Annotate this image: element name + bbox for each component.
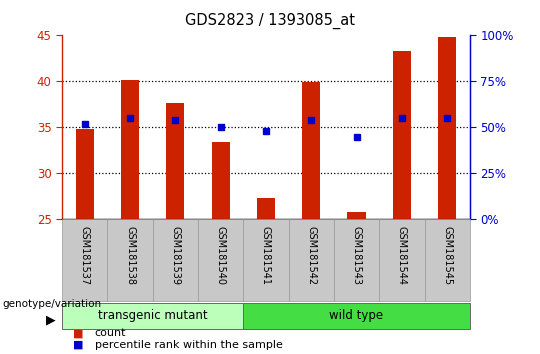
- Text: ■: ■: [73, 340, 83, 350]
- Bar: [438, 37, 456, 219]
- Text: GSM181543: GSM181543: [352, 226, 362, 285]
- Text: GSM181541: GSM181541: [261, 226, 271, 285]
- Bar: [302, 82, 320, 219]
- Text: ■: ■: [73, 329, 83, 338]
- Text: GSM181537: GSM181537: [80, 226, 90, 285]
- Text: transgenic mutant: transgenic mutant: [98, 309, 207, 322]
- Text: GSM181544: GSM181544: [397, 226, 407, 285]
- Bar: [62, 303, 244, 329]
- Bar: [62, 219, 107, 301]
- Text: GSM181538: GSM181538: [125, 226, 135, 285]
- Bar: [393, 51, 411, 219]
- Text: GSM181539: GSM181539: [170, 226, 180, 285]
- Bar: [76, 129, 94, 219]
- Bar: [121, 80, 139, 219]
- Bar: [244, 303, 470, 329]
- Text: GSM181545: GSM181545: [442, 226, 452, 285]
- Text: GDS2823 / 1393085_at: GDS2823 / 1393085_at: [185, 12, 355, 29]
- Text: GSM181542: GSM181542: [306, 226, 316, 285]
- Text: ▶: ▶: [46, 314, 56, 327]
- Text: GSM181540: GSM181540: [215, 226, 226, 285]
- Text: count: count: [94, 329, 126, 338]
- Text: genotype/variation: genotype/variation: [3, 298, 102, 309]
- Bar: [244, 219, 288, 301]
- Bar: [212, 142, 230, 219]
- Bar: [379, 219, 424, 301]
- Bar: [257, 198, 275, 219]
- Bar: [348, 212, 366, 219]
- Bar: [288, 219, 334, 301]
- Bar: [166, 103, 185, 219]
- Bar: [153, 219, 198, 301]
- Bar: [198, 219, 244, 301]
- Bar: [107, 219, 153, 301]
- Text: wild type: wild type: [329, 309, 383, 322]
- Bar: [334, 219, 379, 301]
- Bar: [424, 219, 470, 301]
- Text: percentile rank within the sample: percentile rank within the sample: [94, 340, 282, 350]
